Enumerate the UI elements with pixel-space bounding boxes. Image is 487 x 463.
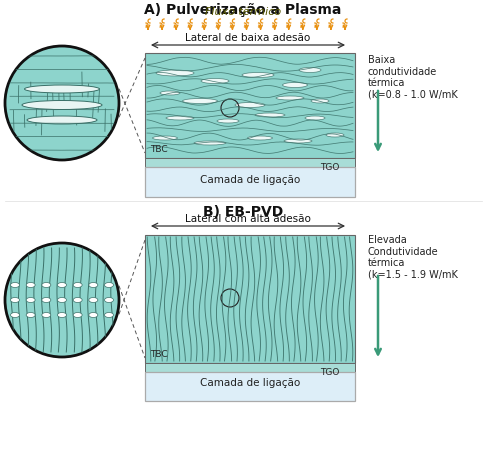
Text: TBC: TBC — [150, 145, 168, 154]
Circle shape — [5, 46, 119, 160]
Ellipse shape — [11, 298, 19, 302]
Text: Lateral de baixa adesão: Lateral de baixa adesão — [186, 33, 311, 43]
Ellipse shape — [57, 282, 67, 288]
Text: TBC: TBC — [150, 350, 168, 359]
Ellipse shape — [299, 68, 321, 73]
Ellipse shape — [247, 136, 273, 140]
Ellipse shape — [255, 113, 285, 117]
Ellipse shape — [105, 298, 113, 302]
Ellipse shape — [201, 79, 229, 83]
Text: A) Pulverização a Plasma: A) Pulverização a Plasma — [144, 3, 342, 17]
Ellipse shape — [105, 282, 113, 288]
Ellipse shape — [311, 99, 329, 103]
Text: Camada de ligação: Camada de ligação — [200, 378, 300, 388]
Ellipse shape — [11, 282, 19, 288]
Ellipse shape — [24, 85, 99, 93]
FancyBboxPatch shape — [145, 363, 355, 372]
Text: Baixa
condutividade
térmica
(k=0.8 - 1.0 W/mK: Baixa condutividade térmica (k=0.8 - 1.0… — [368, 55, 458, 100]
Ellipse shape — [217, 119, 239, 123]
Ellipse shape — [160, 91, 180, 95]
Text: Elevada
Condutividade
térmica
(k=1.5 - 1.9 W/mK: Elevada Condutividade térmica (k=1.5 - 1… — [368, 235, 458, 280]
FancyBboxPatch shape — [145, 53, 355, 158]
Ellipse shape — [276, 96, 304, 100]
Ellipse shape — [242, 73, 274, 77]
Ellipse shape — [183, 99, 218, 104]
FancyBboxPatch shape — [145, 372, 355, 401]
Ellipse shape — [89, 313, 98, 318]
Ellipse shape — [89, 298, 98, 302]
Text: Lateral com alta adesão: Lateral com alta adesão — [185, 214, 311, 224]
Ellipse shape — [326, 133, 344, 137]
FancyBboxPatch shape — [145, 167, 355, 197]
Ellipse shape — [57, 313, 67, 318]
Ellipse shape — [152, 136, 177, 140]
Ellipse shape — [73, 313, 82, 318]
Ellipse shape — [166, 116, 194, 120]
Text: Fluxo térmico: Fluxo térmico — [205, 7, 281, 17]
Ellipse shape — [235, 102, 265, 107]
Ellipse shape — [22, 100, 102, 110]
Text: B) EB-PVD: B) EB-PVD — [203, 205, 283, 219]
Ellipse shape — [282, 82, 307, 88]
FancyBboxPatch shape — [145, 158, 355, 167]
Ellipse shape — [57, 298, 67, 302]
Ellipse shape — [105, 313, 113, 318]
Ellipse shape — [42, 298, 51, 302]
Ellipse shape — [26, 282, 35, 288]
Text: TGO: TGO — [320, 163, 339, 172]
Ellipse shape — [26, 298, 35, 302]
Ellipse shape — [42, 282, 51, 288]
Ellipse shape — [73, 282, 82, 288]
Ellipse shape — [26, 313, 35, 318]
Ellipse shape — [284, 139, 312, 143]
Ellipse shape — [11, 313, 19, 318]
Ellipse shape — [156, 70, 194, 76]
FancyBboxPatch shape — [145, 235, 355, 363]
Ellipse shape — [27, 116, 97, 124]
Ellipse shape — [42, 313, 51, 318]
Ellipse shape — [89, 282, 98, 288]
Circle shape — [5, 243, 119, 357]
Ellipse shape — [194, 141, 226, 145]
Ellipse shape — [305, 116, 325, 120]
Ellipse shape — [73, 298, 82, 302]
Text: Camada de ligação: Camada de ligação — [200, 175, 300, 185]
Text: TGO: TGO — [320, 368, 339, 377]
